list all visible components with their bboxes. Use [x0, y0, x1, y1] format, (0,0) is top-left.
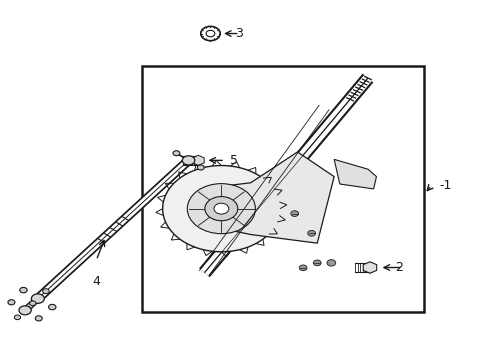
Circle shape — [163, 166, 280, 252]
Polygon shape — [363, 262, 376, 273]
Circle shape — [214, 203, 228, 214]
Text: -1: -1 — [438, 179, 450, 192]
Text: 3: 3 — [234, 27, 242, 40]
Circle shape — [182, 156, 194, 165]
Text: 4: 4 — [92, 275, 100, 288]
Circle shape — [290, 211, 298, 216]
Circle shape — [204, 197, 237, 221]
Circle shape — [20, 287, 27, 293]
Polygon shape — [192, 156, 204, 165]
Circle shape — [14, 315, 20, 320]
Circle shape — [187, 184, 255, 234]
Circle shape — [8, 300, 15, 305]
Circle shape — [326, 260, 335, 266]
Bar — [142, 66, 424, 312]
Circle shape — [30, 301, 36, 306]
Circle shape — [48, 304, 56, 310]
Circle shape — [19, 306, 31, 315]
Polygon shape — [333, 159, 376, 189]
Circle shape — [26, 303, 33, 309]
Polygon shape — [209, 152, 333, 243]
Text: 5: 5 — [229, 154, 238, 167]
Circle shape — [299, 265, 306, 271]
Circle shape — [307, 230, 315, 236]
Circle shape — [313, 260, 321, 266]
Circle shape — [35, 316, 42, 321]
Circle shape — [42, 289, 49, 294]
Circle shape — [31, 294, 44, 303]
Circle shape — [173, 151, 180, 156]
Text: 2: 2 — [394, 261, 402, 274]
Circle shape — [197, 165, 203, 170]
